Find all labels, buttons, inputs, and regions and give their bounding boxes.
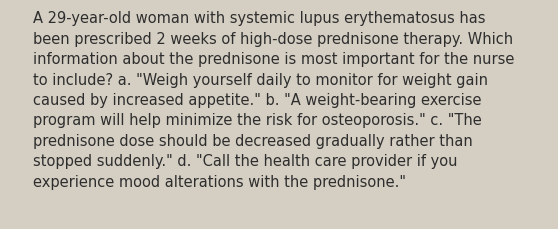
Text: A 29-year-old woman with systemic lupus erythematosus has
been prescribed 2 week: A 29-year-old woman with systemic lupus …: [33, 11, 514, 189]
